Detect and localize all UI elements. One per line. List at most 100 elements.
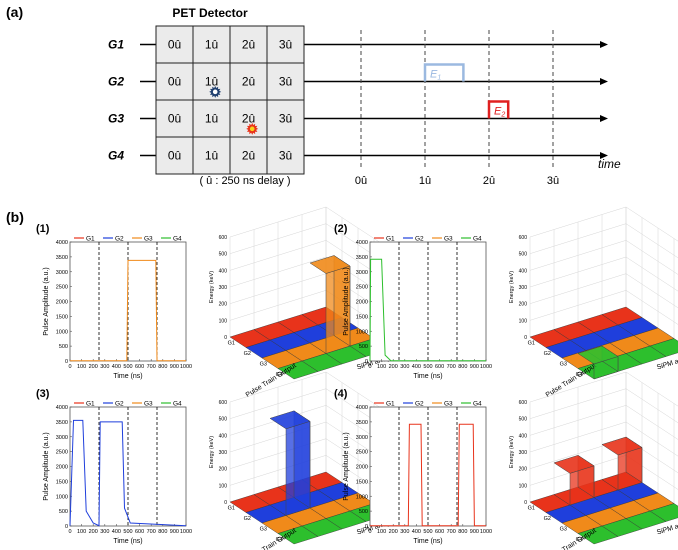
x-tick-label: 500 xyxy=(123,529,132,535)
z-tick-label: 300 xyxy=(219,285,228,291)
panel-label: (3) xyxy=(36,388,50,400)
legend-entry: G3 xyxy=(444,236,453,243)
y-tick-label: 0 xyxy=(65,359,68,365)
bar-top xyxy=(269,410,311,430)
bar-top xyxy=(309,255,351,274)
y-tick-label: 3000 xyxy=(56,270,68,276)
row-label-G4: G4 xyxy=(108,149,124,163)
floor-tile-G4 xyxy=(649,338,678,357)
x-tick-label: 900 xyxy=(170,529,179,535)
x-tick-label: 100 xyxy=(377,529,386,535)
x-tick-label: 500 xyxy=(123,364,132,370)
y-tick-label: 1000 xyxy=(356,329,368,335)
time-label: time xyxy=(598,157,621,171)
row-tick-label: G1 xyxy=(228,340,235,346)
arrow-head-G1 xyxy=(600,41,608,48)
x-tick-label: 600 xyxy=(135,364,144,370)
energy-bar-G1 xyxy=(553,454,595,506)
z-tick-label: 100 xyxy=(519,318,528,324)
x-tick-label: 300 xyxy=(100,529,109,535)
legend-entry: G3 xyxy=(444,401,453,408)
y-tick-label: 4000 xyxy=(356,240,368,246)
legend-entry: G2 xyxy=(115,401,124,408)
panel-label: (4) xyxy=(334,388,348,400)
x-tick-label: 1000 xyxy=(180,529,192,535)
row-tick-label: G2 xyxy=(544,351,551,357)
time-tick-label: 0û xyxy=(355,175,367,187)
y-tick-label: 1000 xyxy=(56,329,68,335)
y-tick-label: 2500 xyxy=(56,285,68,291)
legend-entry: G3 xyxy=(144,236,153,243)
z-grid-line xyxy=(625,256,678,292)
detector-cell xyxy=(155,62,194,101)
z-tick-label: 100 xyxy=(219,483,228,489)
cell-delay-label: 1û xyxy=(205,149,218,163)
y-tick-label: 0 xyxy=(365,524,368,530)
series-line-G2 xyxy=(69,419,187,527)
z-grid-line xyxy=(625,405,678,440)
x-axis-label: Time (ns) xyxy=(413,373,442,380)
x-tick-label: 0 xyxy=(368,529,371,535)
y-tick-label: 4000 xyxy=(56,405,68,411)
x-tick-label: 600 xyxy=(435,529,444,535)
floor-tile-G4 xyxy=(649,503,678,522)
row-tick-label: G3 xyxy=(260,526,267,532)
x-tick-label: 600 xyxy=(435,364,444,370)
x-tick-label: 200 xyxy=(389,529,398,535)
panel-a-label: (a) xyxy=(6,4,23,20)
x-tick-label: 700 xyxy=(447,364,456,370)
z-tick-label: 400 xyxy=(519,433,528,439)
y-tick-label: 500 xyxy=(59,344,68,350)
plot-frame xyxy=(369,406,487,527)
x-tick-label: 900 xyxy=(170,364,179,370)
x-tick-label: 400 xyxy=(112,529,121,535)
y-tick-label: 1500 xyxy=(56,314,68,320)
time-tick-label: 2û xyxy=(483,175,495,187)
interaction-marker-core xyxy=(249,126,255,132)
z-tick-label: 400 xyxy=(519,268,528,274)
series-line-G4 xyxy=(369,258,486,362)
z-grid-line xyxy=(625,388,678,424)
x-tick-label: 200 xyxy=(389,364,398,370)
x-tick-label: 200 xyxy=(89,529,98,535)
time-tick-label: 3û xyxy=(547,175,559,187)
cell-delay-label: 2û xyxy=(242,75,255,89)
legend: G1 G2 G3 G4 xyxy=(374,401,482,408)
detector-cell xyxy=(266,136,305,175)
x-tick-label: 300 xyxy=(400,529,409,535)
y-tick-label: 2500 xyxy=(356,285,368,291)
cell-delay-label: 2û xyxy=(242,149,255,163)
y-tick-label: 3000 xyxy=(356,270,368,276)
row-tick-label: G3 xyxy=(560,526,567,532)
x-tick-label: 700 xyxy=(147,364,156,370)
row-tick-label: G1 xyxy=(228,505,235,511)
y-axis-label: Pulse Amplitude (a.u.) xyxy=(343,432,350,500)
cell-delay-label: 3û xyxy=(279,149,292,163)
x-axis-label: Time (ns) xyxy=(113,538,142,545)
y-axis-label: Pulse Amplitude (a.u.) xyxy=(43,267,50,335)
series-line-G3 xyxy=(70,259,186,362)
z-tick-label: 300 xyxy=(219,450,228,456)
detector-cell xyxy=(266,25,305,64)
cell-delay-label: 3û xyxy=(279,38,292,52)
x-tick-label: 200 xyxy=(89,364,98,370)
y-tick-label: 3500 xyxy=(356,420,368,426)
cell-delay-label: 1û xyxy=(205,112,218,126)
z-axis-label: Energy (keV) xyxy=(209,271,215,303)
z-grid-line xyxy=(625,206,678,242)
z-tick-label: 0 xyxy=(524,500,527,506)
energy-bar-G2 xyxy=(269,410,311,516)
legend-entry: G3 xyxy=(144,401,153,408)
z-tick-label: 500 xyxy=(219,417,228,423)
legend-entry: G2 xyxy=(115,236,124,243)
cell-delay-label: 0û xyxy=(168,75,181,89)
delay-note: ( û : 250 ns delay ) xyxy=(199,175,290,187)
x-tick-label: 500 xyxy=(423,364,432,370)
panel-b-label: (b) xyxy=(6,209,24,225)
row-tick-label: G1 xyxy=(528,340,535,346)
row-tick-label: G3 xyxy=(560,361,567,367)
arrow-head-G3 xyxy=(600,115,608,122)
